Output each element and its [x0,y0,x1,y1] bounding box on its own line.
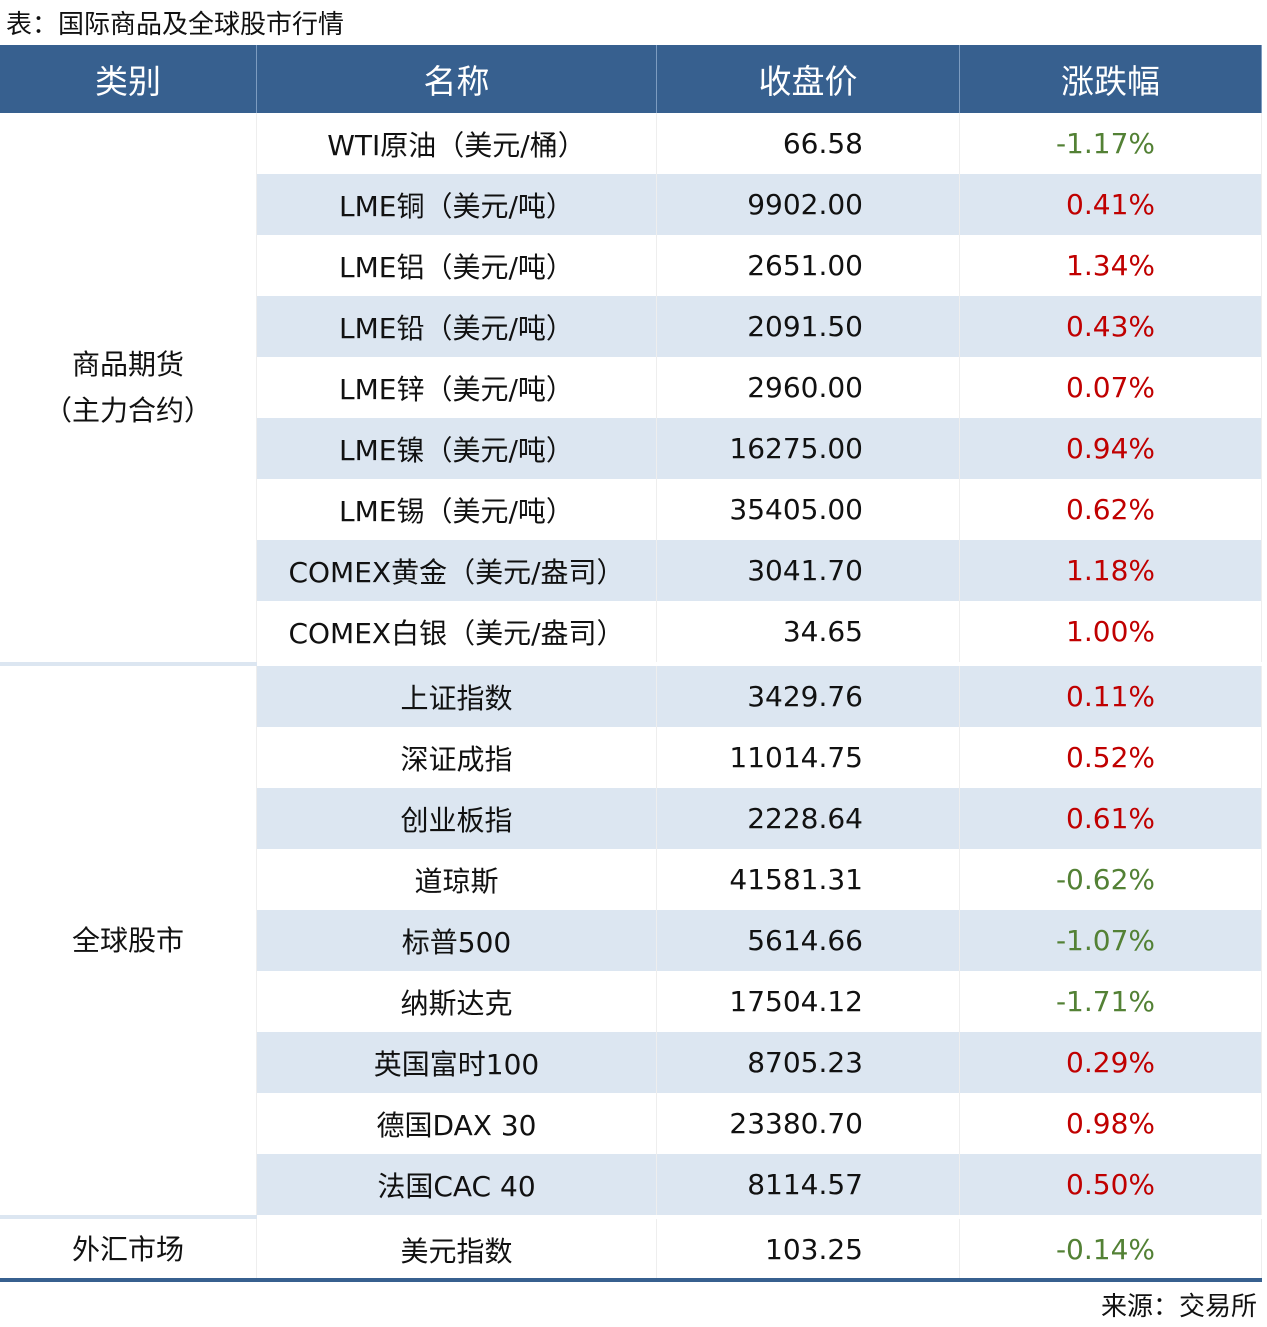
table-group: 商品期货 （主力合约） WTI原油（美元/桶） 66.58 -1.17% LME铜（美元… [0,113,1262,662]
table-row: LME铜（美元/吨） 9902.00 0.41% [257,174,1262,235]
category-cell: 商品期货 （主力合约） [0,113,257,662]
name-cell: LME铜（美元/吨） [257,174,657,235]
table-row: 标普500 5614.66 -1.07% [257,910,1262,971]
table-row: COMEX黄金（美元/盎司） 3041.70 1.18% [257,540,1262,601]
name-cell: COMEX黄金（美元/盎司） [257,540,657,601]
close-price-cell: 41581.31 [657,849,960,910]
header-change: 涨跌幅 [960,45,1262,113]
change-cell: 1.34% [960,235,1262,296]
name-cell: 创业板指 [257,788,657,849]
close-price-cell: 8114.57 [657,1154,960,1215]
table-row: 英国富时100 8705.23 0.29% [257,1032,1262,1093]
table-row: 上证指数 3429.76 0.11% [257,666,1262,727]
name-cell: LME锡（美元/吨） [257,479,657,540]
name-cell: LME锌（美元/吨） [257,357,657,418]
name-cell: 美元指数 [257,1219,657,1280]
change-cell: 0.29% [960,1032,1262,1093]
close-price-cell: 16275.00 [657,418,960,479]
table-row: COMEX白银（美元/盎司） 34.65 1.00% [257,601,1262,662]
table-row: LME镍（美元/吨） 16275.00 0.94% [257,418,1262,479]
table-group: 全球股市 上证指数 3429.76 0.11% 深证成指 11014.75 0.52% 创业板… [0,666,1262,1215]
name-cell: 深证成指 [257,727,657,788]
close-price-cell: 34.65 [657,601,960,662]
change-cell: 0.41% [960,174,1262,235]
change-cell: 0.07% [960,357,1262,418]
close-price-cell: 35405.00 [657,479,960,540]
table-row: LME铅（美元/吨） 2091.50 0.43% [257,296,1262,357]
change-cell: 0.50% [960,1154,1262,1215]
change-cell: 0.98% [960,1093,1262,1154]
close-price-cell: 2228.64 [657,788,960,849]
bottom-border [0,1278,1262,1282]
name-cell: 法国CAC 40 [257,1154,657,1215]
change-cell: 1.18% [960,540,1262,601]
change-cell: 0.52% [960,727,1262,788]
table-row: 美元指数 103.25 -0.14% [257,1219,1262,1280]
table-row: 纳斯达克 17504.12 -1.71% [257,971,1262,1032]
close-price-cell: 2651.00 [657,235,960,296]
change-cell: -0.14% [960,1219,1262,1280]
name-cell: LME镍（美元/吨） [257,418,657,479]
close-price-cell: 103.25 [657,1219,960,1280]
table-row: 深证成指 11014.75 0.52% [257,727,1262,788]
change-cell: 0.62% [960,479,1262,540]
close-price-cell: 11014.75 [657,727,960,788]
change-cell: 1.00% [960,601,1262,662]
close-price-cell: 8705.23 [657,1032,960,1093]
table-group: 外汇市场 美元指数 103.25 -0.14% [0,1219,1262,1280]
table-row: 法国CAC 40 8114.57 0.50% [257,1154,1262,1215]
name-cell: LME铅（美元/吨） [257,296,657,357]
table-row: LME锡（美元/吨） 35405.00 0.62% [257,479,1262,540]
name-cell: LME铝（美元/吨） [257,235,657,296]
name-cell: 纳斯达克 [257,971,657,1032]
change-cell: 0.11% [960,666,1262,727]
close-price-cell: 3429.76 [657,666,960,727]
close-price-cell: 23380.70 [657,1093,960,1154]
category-cell: 外汇市场 [0,1219,257,1280]
change-cell: -1.07% [960,910,1262,971]
name-cell: COMEX白银（美元/盎司） [257,601,657,662]
group-separator [0,662,1262,666]
table-row: 道琼斯 41581.31 -0.62% [257,849,1262,910]
change-cell: 0.94% [960,418,1262,479]
header-close-price: 收盘价 [657,45,960,113]
change-cell: -1.71% [960,971,1262,1032]
name-cell: 德国DAX 30 [257,1093,657,1154]
table-row: LME铝（美元/吨） 2651.00 1.34% [257,235,1262,296]
name-cell: 道琼斯 [257,849,657,910]
group-separator [0,1215,1262,1219]
close-price-cell: 5614.66 [657,910,960,971]
change-cell: 0.43% [960,296,1262,357]
change-cell: -1.17% [960,113,1262,174]
category-cell: 全球股市 [0,666,257,1215]
table-body: 商品期货 （主力合约） WTI原油（美元/桶） 66.58 -1.17% LME铜（美元… [0,113,1262,1280]
close-price-cell: 3041.70 [657,540,960,601]
name-cell: WTI原油（美元/桶） [257,113,657,174]
close-price-cell: 2091.50 [657,296,960,357]
name-cell: 标普500 [257,910,657,971]
close-price-cell: 9902.00 [657,174,960,235]
close-price-cell: 17504.12 [657,971,960,1032]
close-price-cell: 66.58 [657,113,960,174]
table-title: 表：国际商品及全球股市行情 [6,10,345,40]
source-note: 来源：交易所 [1100,1292,1257,1322]
header-name: 名称 [257,45,657,113]
table-header: 类别 名称 收盘价 涨跌幅 [0,45,1262,113]
table-row: WTI原油（美元/桶） 66.58 -1.17% [257,113,1262,174]
name-cell: 英国富时100 [257,1032,657,1093]
table-row: 德国DAX 30 23380.70 0.98% [257,1093,1262,1154]
close-price-cell: 2960.00 [657,357,960,418]
table-row: 创业板指 2228.64 0.61% [257,788,1262,849]
change-cell: 0.61% [960,788,1262,849]
name-cell: 上证指数 [257,666,657,727]
table-row: LME锌（美元/吨） 2960.00 0.07% [257,357,1262,418]
header-category: 类别 [0,45,257,113]
change-cell: -0.62% [960,849,1262,910]
